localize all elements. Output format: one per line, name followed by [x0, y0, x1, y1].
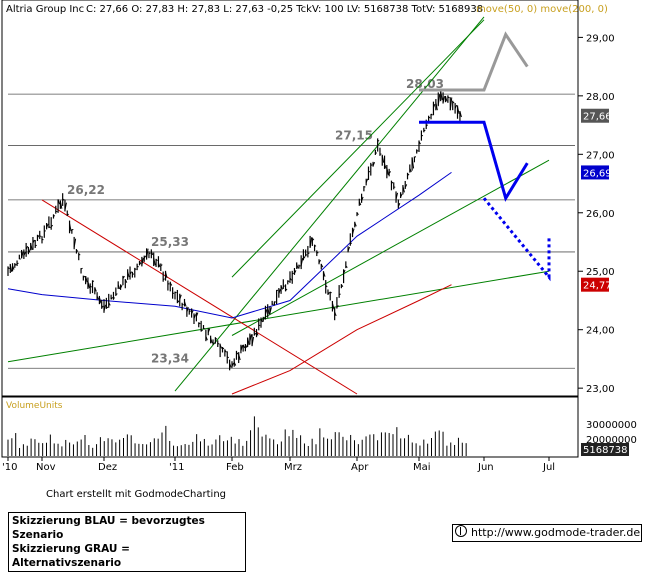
price-close-tick: [135, 269, 137, 270]
volume-tick-label: 30000000: [586, 420, 637, 431]
level-label: 27,15: [335, 129, 373, 143]
volume-label: VolumeUnits: [6, 401, 63, 411]
y-tick-label: 25,00: [586, 267, 615, 278]
price-close-tick: [272, 304, 274, 305]
price-close-tick: [149, 253, 151, 254]
y-tick-label: 27,00: [586, 150, 615, 161]
y-tick-label: 23,00: [586, 384, 615, 395]
x-tick-label: Mai: [413, 462, 431, 473]
price-close-tick: [288, 281, 290, 282]
price-close-tick: [417, 151, 419, 152]
price-close-tick: [227, 357, 229, 358]
level-label: 25,33: [151, 235, 189, 249]
x-tick-label: '10: [2, 462, 17, 473]
y-tick-label: 29,00: [586, 33, 615, 44]
price-close-tick: [368, 171, 370, 172]
y-tick-label: 28,00: [586, 92, 615, 103]
price-close-tick: [421, 135, 423, 136]
x-tick-label: Jul: [542, 462, 555, 473]
y-tick-label: 24,00: [586, 326, 615, 337]
legend-blue: Skizzierung BLAU = bevorzugtes Szenario: [12, 514, 242, 542]
price-close-tick: [274, 302, 276, 303]
source-url: http://www.godmode-trader.de: [471, 526, 640, 539]
price-badge-label: 26,69: [583, 168, 612, 179]
x-tick-label: Nov: [36, 462, 56, 473]
level-label: 26,22: [67, 183, 105, 197]
price-badge-label: 27,66: [583, 112, 612, 123]
x-tick-label: Mrz: [284, 462, 302, 473]
legend-grey: Skizzierung GRAU = Alternativszenario: [12, 542, 242, 570]
scenario-legend: Skizzierung BLAU = bevorzugtes Szenario …: [8, 512, 246, 572]
price-close-tick: [204, 328, 206, 329]
price-close-tick: [429, 117, 431, 118]
price-panel-frame: [2, 0, 578, 396]
header-stats: C: 27,66 O: 27,83 H: 27,83 L: 27,63 -0,2…: [86, 4, 483, 15]
price-close-tick: [292, 273, 294, 274]
stock-chart: Altria Group Inc C: 27,66 O: 27,83 H: 27…: [0, 0, 656, 550]
price-close-tick: [137, 266, 139, 267]
header-symbol: Altria Group Inc: [6, 4, 84, 15]
globe-icon: [455, 525, 467, 537]
source-link[interactable]: http://www.godmode-trader.de: [452, 524, 642, 542]
x-tick-label: Dez: [98, 462, 117, 473]
y-tick-label: 26,00: [586, 209, 615, 220]
level-label: 23,34: [151, 351, 189, 365]
chart-credit: Chart erstellt mit GodmodeCharting: [46, 489, 226, 500]
volume-last-label: 5168738: [583, 445, 628, 456]
x-tick-label: Feb: [226, 462, 244, 473]
x-tick-label: '11: [169, 462, 184, 473]
x-tick-label: Apr: [351, 462, 369, 473]
header-ma-legend: move(50, 0) move(200, 0): [476, 4, 608, 15]
price-close-tick: [330, 292, 332, 293]
x-tick-label: Jun: [477, 462, 494, 473]
price-close-tick: [414, 157, 416, 158]
price-badge-label: 24,77: [583, 281, 612, 292]
